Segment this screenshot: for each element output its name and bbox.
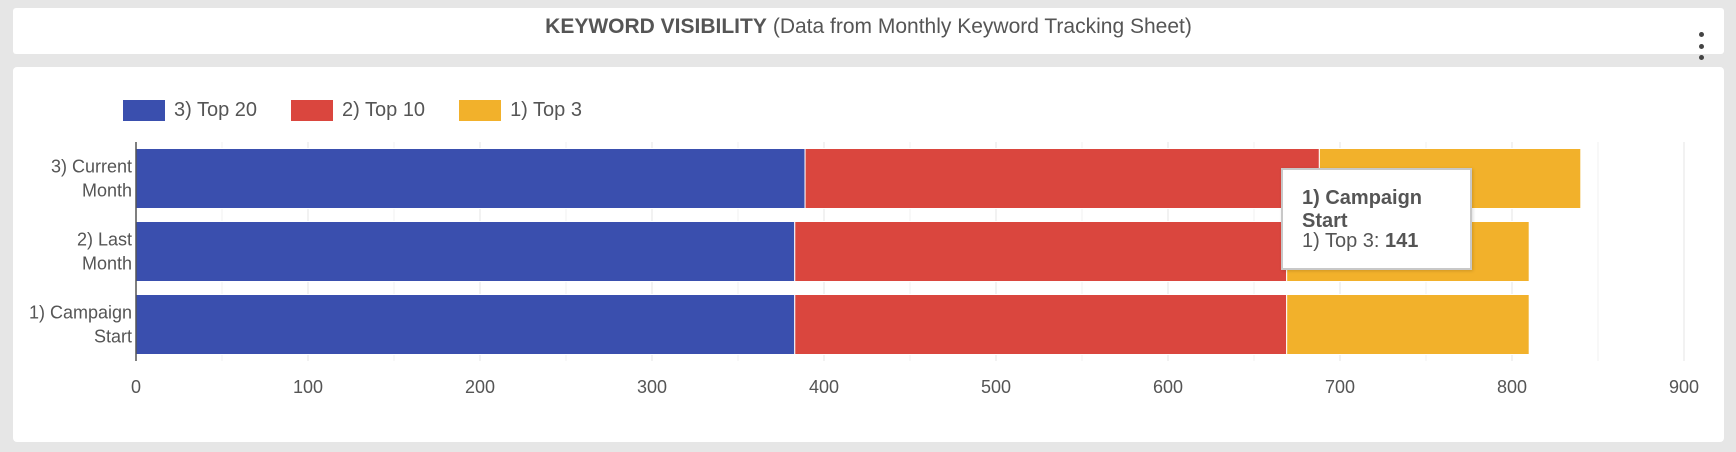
legend-swatch-top-10 bbox=[291, 99, 334, 121]
x-tick-label-800: 800 bbox=[1497, 377, 1527, 397]
legend-swatch-top-20 bbox=[123, 99, 165, 121]
legend-item-top-10[interactable]: 2) Top 10 bbox=[291, 99, 425, 122]
chart-title-subtitle: (Data from Monthly Keyword Tracking Shee… bbox=[772, 15, 1192, 38]
x-tick-label-400: 400 bbox=[809, 377, 839, 397]
chart-tooltip: 1) Campaign Start 1) Top 3: 141 bbox=[1281, 168, 1472, 270]
bar-2-last-month-3-top-20 bbox=[135, 221, 796, 282]
x-tick-label-700: 700 bbox=[1325, 377, 1355, 397]
tooltip-value: 141 bbox=[1385, 230, 1419, 252]
category-label-1-campaign-start: 1) Campaign Start bbox=[29, 303, 132, 347]
bar-1-campaign-start-2-top-10 bbox=[794, 294, 1288, 355]
chart-title: KEYWORD VISIBILITY (Data from Monthly Ke… bbox=[13, 8, 1724, 46]
bar-2-last-month-2-top-10 bbox=[794, 221, 1288, 282]
legend-item-top-20[interactable]: 3) Top 20 bbox=[123, 99, 257, 122]
legend-swatch-top-3 bbox=[459, 99, 502, 121]
x-tick-label-900: 900 bbox=[1669, 377, 1699, 397]
title-card: KEYWORD VISIBILITY (Data from Monthly Ke… bbox=[13, 8, 1724, 60]
legend-label-top-20: 3) Top 20 bbox=[174, 98, 258, 121]
tooltip-series-label: 1) Top 3 bbox=[1302, 230, 1374, 252]
x-tick-label-500: 500 bbox=[981, 377, 1011, 397]
chart-title-bold: KEYWORD VISIBILITY bbox=[545, 15, 767, 38]
category-label-2-last-month: 2) Last Month bbox=[77, 230, 132, 274]
x-tick-label-0: 0 bbox=[131, 377, 141, 397]
chart-legend: 3) Top 20 2) Top 10 1) Top 3 bbox=[123, 96, 582, 124]
bar-1-campaign-start-3-top-20 bbox=[135, 294, 796, 355]
bar-3-current-month-3-top-20 bbox=[135, 148, 806, 209]
tooltip-title: 1) Campaign Start bbox=[1302, 187, 1423, 232]
legend-label-top-3: 1) Top 3 bbox=[510, 98, 582, 121]
vertical-ellipsis-icon[interactable] bbox=[1692, 32, 1710, 60]
x-tick-label-300: 300 bbox=[637, 377, 667, 397]
bar-1-campaign-start-1-top-3 bbox=[1286, 294, 1530, 355]
legend-item-top-3[interactable]: 1) Top 3 bbox=[459, 99, 582, 122]
category-label-3-current-month: 3) Current Month bbox=[51, 157, 132, 201]
x-tick-label-200: 200 bbox=[465, 377, 495, 397]
x-tick-label-600: 600 bbox=[1153, 377, 1183, 397]
tooltip-line: 1) Top 3: 141 bbox=[1302, 230, 1419, 252]
x-tick-label-100: 100 bbox=[293, 377, 323, 397]
bar-3-current-month-2-top-10 bbox=[804, 148, 1320, 209]
legend-label-top-10: 2) Top 10 bbox=[342, 98, 426, 121]
